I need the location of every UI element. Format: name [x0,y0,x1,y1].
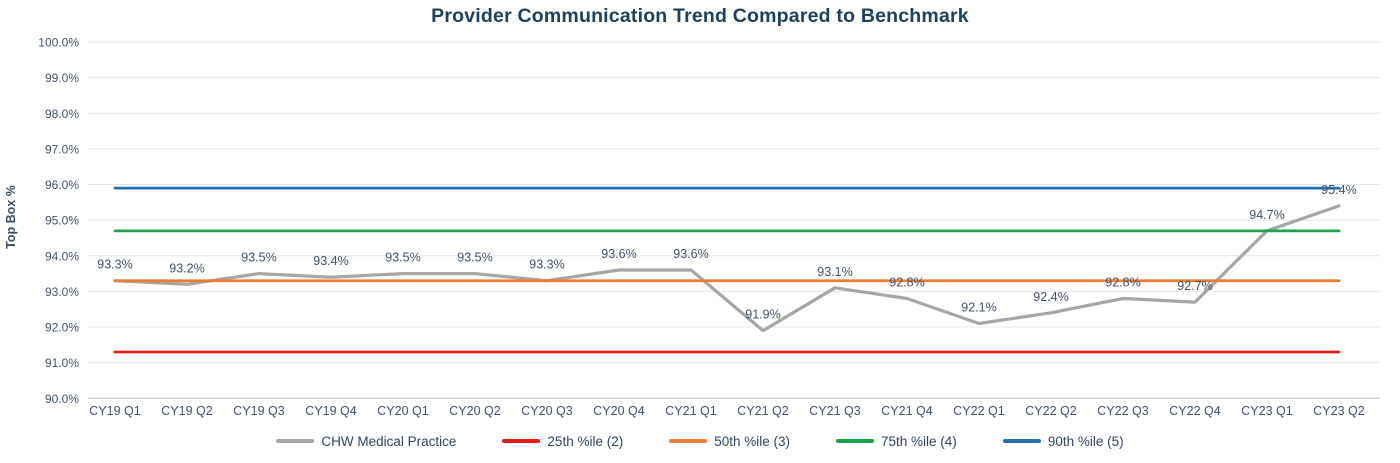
data-label: 93.1% [817,265,852,279]
x-tick-label: CY21 Q1 [665,404,716,418]
data-label: 92.8% [889,276,924,290]
x-tick-label: CY20 Q2 [449,404,500,418]
legend-swatch [276,439,315,443]
data-label: 91.9% [745,308,780,322]
legend-label: 50th %ile (3) [714,433,791,449]
data-label: 93.4% [313,254,348,268]
y-tick-label: 95.0% [45,214,79,228]
series-line [113,204,1341,333]
legend-swatch [1002,439,1041,443]
data-label: 93.3% [97,258,132,272]
y-tick-label: 94.0% [45,249,79,263]
x-tick-label: CY22 Q4 [1169,404,1220,418]
y-tick-label: 99.0% [45,71,79,85]
legend-label: 90th %ile (5) [1047,433,1124,449]
y-tick-label: 100.0% [38,36,79,50]
legend-swatch [836,439,875,443]
y-tick-label: 96.0% [45,178,79,192]
legend-item-1[interactable]: 25th %ile (2) [502,434,623,449]
y-tick-label: 97.0% [45,142,79,156]
legend-item-4[interactable]: 90th %ile (5) [1002,433,1124,449]
legend: CHW Medical Practice 25th %ile (2) 50th %i… [0,429,1400,453]
legend-label: CHW Medical Practice [321,433,457,449]
y-tick-label: 98.0% [45,107,79,121]
x-tick-label: CY22 Q1 [953,404,1004,418]
data-label: 93.6% [673,247,708,261]
legend-label: 75th %ile (4) [881,433,957,449]
x-tick-label: CY20 Q3 [521,404,572,418]
data-label: 93.5% [385,251,420,265]
y-tick-label: 90.0% [45,392,79,406]
x-tick-label: CY20 Q4 [593,404,644,418]
y-tick-label: 93.0% [45,285,79,299]
x-tick-label: CY21 Q3 [809,404,860,418]
x-tick-label: CY22 Q2 [1025,404,1076,418]
legend-item-3[interactable]: 75th %ile (4) [836,434,957,449]
data-label: 95.4% [1321,183,1356,197]
legend-item-2[interactable]: 50th %ile (3) [669,434,790,449]
x-tick-label: CY23 Q1 [1241,404,1292,418]
data-label: 92.8% [1105,276,1140,290]
data-label: 92.4% [1033,290,1068,304]
x-tick-label: CY19 Q2 [161,404,212,418]
data-label: 93.5% [457,251,492,265]
data-label: 92.1% [961,300,996,314]
x-tick-label: CY19 Q4 [305,404,356,418]
data-label: 93.3% [529,258,564,272]
data-label: 93.5% [241,251,276,265]
legend-swatch [502,439,541,443]
data-label: 94.7% [1249,208,1284,222]
legend-label: 25th %ile (2) [547,433,624,449]
data-label: 93.6% [601,247,636,261]
x-tick-label: CY19 Q1 [89,404,140,418]
data-label: 93.2% [169,261,204,275]
y-tick-label: 92.0% [45,321,79,335]
x-tick-label: CY21 Q2 [737,404,788,418]
x-tick-label: CY22 Q3 [1097,404,1148,418]
x-tick-label: CY21 Q4 [881,404,932,418]
chart-title: Provider Communication Trend Compared to… [431,5,969,27]
data-label: 92.7% [1177,279,1212,293]
x-tick-label: CY23 Q2 [1313,404,1364,418]
x-tick-label: CY20 Q1 [377,404,428,418]
x-tick-label: CY19 Q3 [233,404,284,418]
legend-swatch [669,439,708,443]
legend-item-0[interactable]: CHW Medical Practice [276,434,456,449]
y-tick-label: 91.0% [45,356,79,370]
